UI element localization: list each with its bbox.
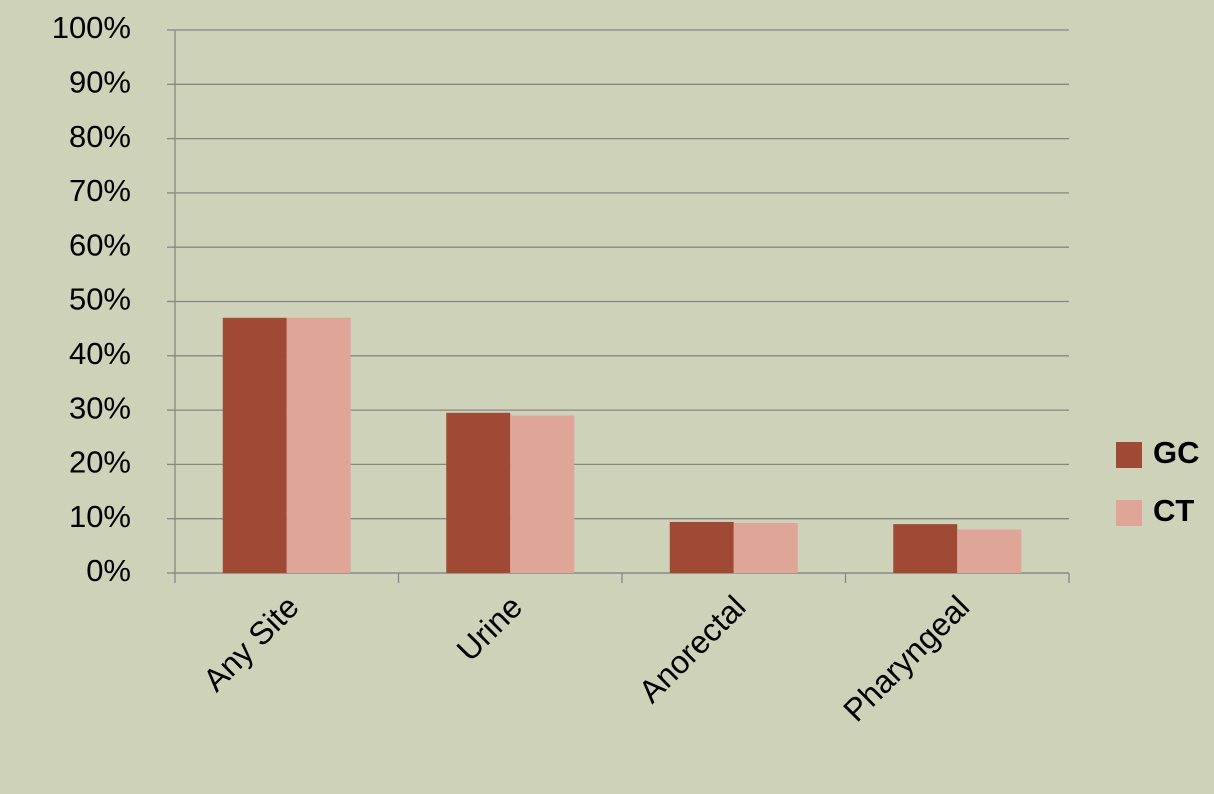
legend-label: CT: [1153, 493, 1194, 528]
x-tick-label: Anorectal: [632, 588, 753, 709]
y-tick-label: 100%: [52, 10, 131, 45]
y-tick-label: 10%: [69, 499, 131, 534]
x-tick-label: Urine: [450, 588, 530, 668]
bar: [669, 521, 734, 573]
bar: [957, 529, 1022, 573]
y-tick-label: 0%: [86, 553, 131, 588]
x-tick-label: Any Site: [196, 588, 306, 698]
legend-swatch: [1116, 442, 1142, 468]
legend-label: GC: [1153, 435, 1200, 470]
y-tick-label: 80%: [69, 119, 131, 154]
y-tick-label: 70%: [69, 173, 131, 208]
y-tick-label: 60%: [69, 227, 131, 262]
bar: [510, 415, 575, 573]
y-tick-label: 50%: [69, 282, 131, 317]
y-tick-label: 20%: [69, 445, 131, 480]
y-tick-label: 40%: [69, 336, 131, 371]
bar: [286, 317, 351, 573]
bar: [733, 523, 798, 573]
y-tick-label: 90%: [69, 64, 131, 99]
bar: [893, 524, 958, 573]
x-tick-label: Pharyngeal: [836, 588, 976, 728]
y-tick-label: 30%: [69, 390, 131, 425]
bar: [446, 412, 511, 573]
legend-swatch: [1116, 500, 1142, 526]
bar: [222, 317, 287, 573]
